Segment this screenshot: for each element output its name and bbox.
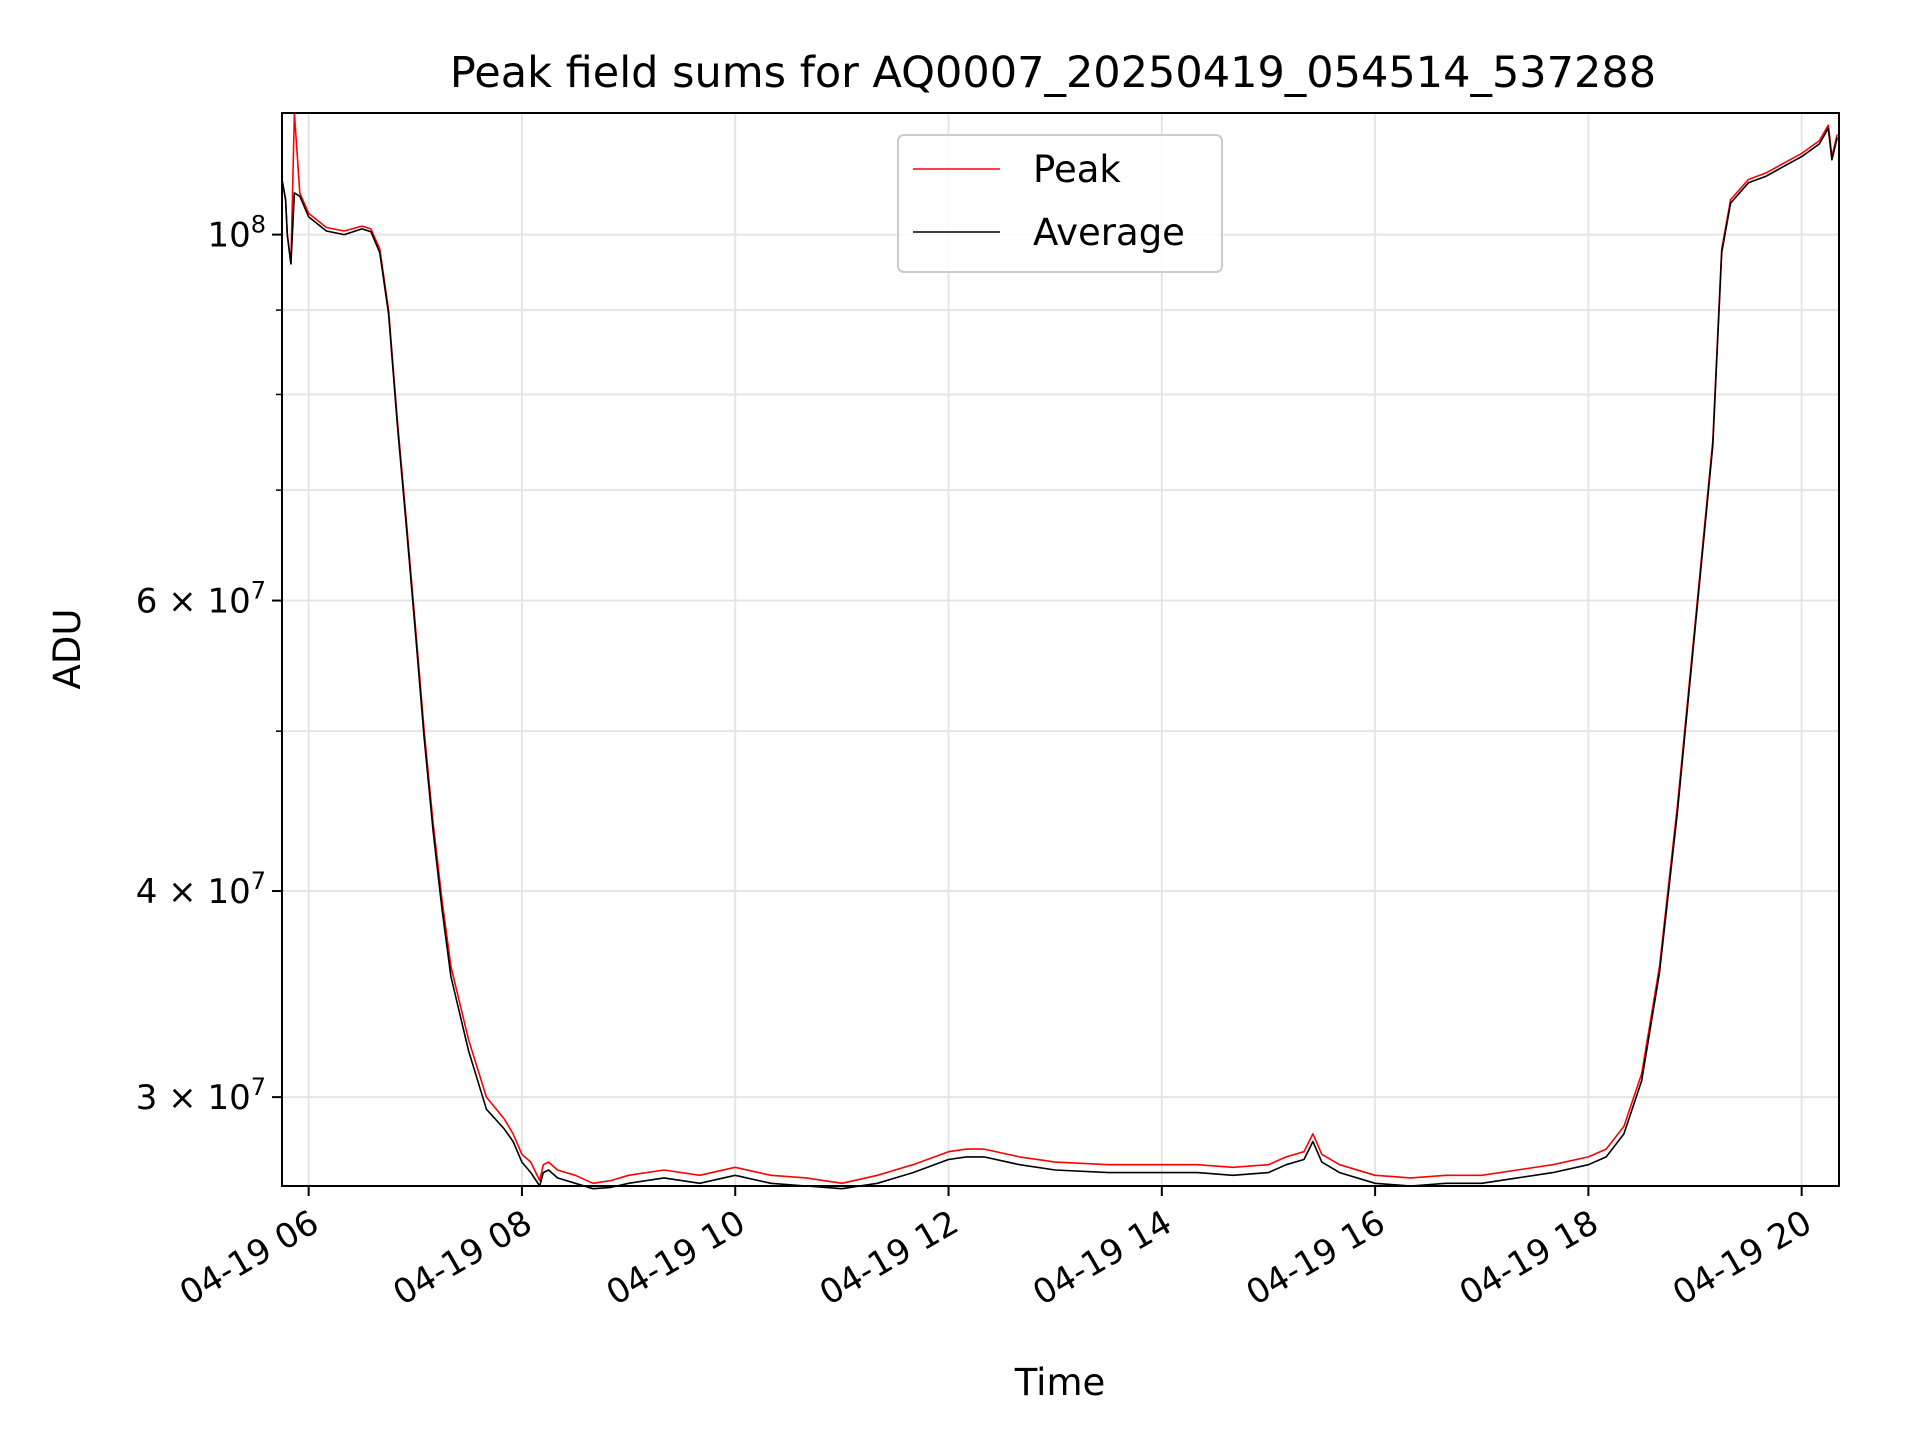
y-tick-label: 3 × 107: [136, 1073, 266, 1118]
x-tick-label: 04-19 20: [1666, 1203, 1818, 1314]
series-line-average: [281, 127, 1838, 1190]
x-tick-label: 04-19 16: [1240, 1203, 1392, 1314]
series-line-peak: [281, 112, 1838, 1185]
y-axis-label: ADU: [46, 609, 89, 690]
legend-label-peak: Peak: [1033, 148, 1121, 191]
x-tick-label: 04-19 10: [600, 1203, 752, 1314]
y-tick-label: 108: [207, 211, 266, 256]
x-tick-label: 04-19 14: [1026, 1203, 1178, 1314]
y-tick-label: 6 × 107: [136, 577, 266, 622]
y-tick-label: 4 × 107: [136, 867, 266, 912]
chart-title: Peak field sums for AQ0007_20250419_0545…: [450, 48, 1656, 98]
y-axis: 108 6 × 107 4 × 107 3 × 107: [136, 211, 282, 1118]
legend: Peak Average: [897, 134, 1223, 273]
legend-label-average: Average: [1033, 211, 1185, 254]
grid: [282, 113, 1839, 1186]
x-tick-label: 04-19 06: [173, 1203, 325, 1314]
x-axis-label: Time: [1014, 1361, 1106, 1404]
plot-frame: [281, 112, 1840, 1187]
x-tick-label: 04-19 12: [813, 1203, 965, 1314]
x-tick-label: 04-19 08: [386, 1203, 538, 1314]
x-tick-label: 04-19 18: [1453, 1203, 1605, 1314]
series-layer: [281, 112, 1838, 1190]
x-axis: 04-19 06 04-19 08 04-19 10 04-19 12 04-19 14…: [173, 1186, 1819, 1314]
